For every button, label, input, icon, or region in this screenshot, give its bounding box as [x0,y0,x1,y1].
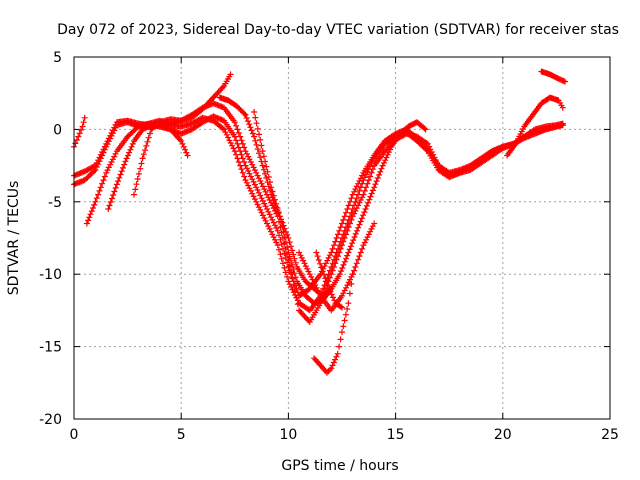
y-axis-label: SDTVAR / TECUs [6,181,22,296]
y-tick-label: 0 [53,122,62,138]
point-markers-track-5 [105,122,191,212]
point-markers-track-7 [216,94,429,299]
x-tick-label: 20 [494,427,512,443]
x-tick-label: 15 [387,427,405,443]
series-track-2 [71,114,566,314]
series-track-11 [504,94,566,159]
series-track-12 [538,68,568,85]
axis-ticks: 0 5 10 15 20 25 5 0 -5 -10 -15 -20 [39,50,619,443]
series-track-8 [296,220,378,314]
y-tick-label: -5 [48,195,62,211]
point-markers-track-11 [504,94,566,159]
y-tick-label: -10 [39,267,62,283]
data-points [71,68,568,376]
y-tick-label: -20 [39,412,62,428]
point-markers-track-13 [251,109,335,307]
x-tick-label: 0 [70,427,79,443]
x-axis-label: GPS time / hours [281,458,398,474]
y-tick-label: 5 [53,50,62,66]
x-tick-label: 5 [177,427,186,443]
x-tick-label: 25 [601,427,619,443]
series-track-13 [251,109,335,307]
point-markers-track-8 [296,220,378,314]
chart-title: Day 072 of 2023, Sidereal Day-to-day VTE… [57,22,619,38]
point-markers-track-10 [311,271,356,376]
plot-frame [73,56,611,420]
series-track-7 [216,94,429,299]
x-tick-label: 10 [279,427,297,443]
point-markers-track-2 [71,114,566,314]
series-track-10 [311,271,356,376]
point-markers-track-12 [538,68,568,85]
series-track-5 [105,122,191,212]
y-tick-label: -15 [39,340,62,356]
